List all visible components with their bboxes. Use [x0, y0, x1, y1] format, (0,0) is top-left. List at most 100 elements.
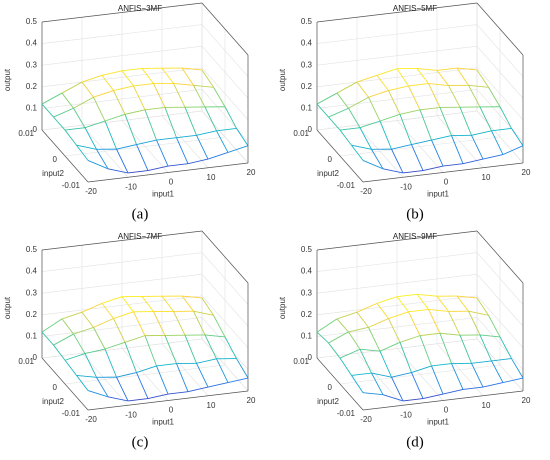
surface-mesh — [440, 333, 460, 335]
y-axis-label: input2 — [317, 397, 339, 406]
surface-mesh — [437, 68, 457, 70]
surface-mesh — [377, 69, 397, 76]
z-tick-label: 0.2 — [26, 82, 38, 91]
surface-mesh — [117, 149, 129, 173]
surface-mesh — [208, 152, 228, 159]
surface-mesh — [174, 311, 186, 335]
x-axis-label: input1 — [427, 418, 449, 427]
surface-mesh — [337, 312, 357, 319]
surface-mesh — [417, 68, 429, 83]
surface-mesh — [62, 319, 74, 334]
surface-mesh — [74, 108, 86, 127]
surface-mesh — [469, 311, 481, 335]
surface-mesh — [460, 335, 472, 363]
surface-mesh — [429, 309, 441, 333]
surface-mesh — [489, 315, 501, 337]
surface-mesh — [214, 315, 226, 337]
surface-mesh — [503, 146, 523, 155]
surface-mesh — [142, 68, 154, 83]
surface-mesh — [352, 375, 364, 392]
surface-mesh — [443, 164, 463, 166]
surface-mesh — [449, 311, 461, 335]
x-tick-label: 0 — [444, 406, 449, 415]
surface-mesh — [423, 394, 443, 399]
z-tick-label: 0.3 — [26, 288, 38, 297]
surface-mesh — [85, 349, 105, 354]
surface-mesh — [349, 332, 361, 349]
surface-mesh — [102, 75, 114, 90]
surface-mesh — [472, 135, 484, 159]
surface-mesh — [137, 373, 149, 399]
surface-mesh — [449, 86, 461, 108]
surface-mesh — [363, 393, 383, 395]
surface-mesh — [409, 84, 429, 86]
surface-mesh — [492, 361, 504, 383]
surface-mesh — [397, 294, 417, 296]
surface-mesh — [317, 93, 337, 104]
surface-mesh — [134, 312, 146, 336]
surface-mesh — [42, 332, 54, 345]
y-tick-label: 0.01 — [293, 129, 309, 138]
surface-mesh — [423, 166, 443, 171]
surface-mesh — [480, 107, 492, 131]
surface-mesh — [188, 387, 208, 392]
surface-mesh — [412, 373, 424, 399]
surface-mesh — [403, 171, 423, 173]
surface-mesh — [452, 136, 464, 164]
surface-mesh — [389, 86, 409, 91]
x-tick-label: 20 — [247, 168, 256, 177]
z-axis-label: output — [3, 68, 12, 91]
surface-mesh — [512, 359, 524, 378]
surface-mesh — [82, 82, 94, 97]
z-tick-label: 0.3 — [26, 60, 38, 69]
surface-mesh — [377, 297, 397, 304]
surface-mesh — [443, 389, 463, 394]
x-tick-label: -20 — [85, 187, 97, 196]
y-axis-label: input2 — [42, 169, 64, 178]
surface-mesh — [317, 319, 337, 332]
surface-mesh — [65, 354, 85, 361]
z-tick-label: 0.2 — [301, 82, 313, 91]
surface-mesh — [237, 359, 249, 378]
surface-mesh — [108, 169, 128, 173]
surface-mesh — [125, 336, 145, 343]
surface-mesh — [357, 82, 369, 97]
grid-line — [363, 283, 523, 410]
surface-mesh — [463, 387, 483, 389]
surface-mesh — [77, 375, 97, 377]
surface-mesh — [74, 334, 86, 353]
x-axis-label: input1 — [152, 190, 174, 199]
z-tick-label: 0.4 — [301, 267, 313, 276]
surface-mesh — [42, 104, 54, 117]
z-axis-label: output — [278, 296, 287, 319]
surface-mesh — [457, 296, 469, 311]
x-tick-label: -10 — [125, 410, 137, 419]
surface-mesh — [463, 159, 483, 164]
y-tick-label: -0.01 — [62, 409, 81, 418]
surface-mesh — [369, 97, 381, 121]
y-tick-label: 0 — [328, 155, 333, 164]
surface-mesh — [122, 68, 142, 70]
surface-mesh — [42, 93, 62, 104]
surface-mesh — [125, 110, 145, 115]
surface-mesh — [54, 108, 74, 117]
chart-title: ANFIS−9MF — [393, 232, 437, 241]
surface-mesh — [380, 351, 392, 377]
surface-mesh — [389, 91, 401, 115]
surface-mesh — [205, 107, 217, 131]
surface-mesh — [429, 84, 441, 108]
surface-mesh — [188, 159, 208, 164]
surface-mesh — [117, 377, 129, 401]
surface-mesh — [65, 360, 77, 375]
surface-mesh — [157, 138, 177, 140]
z-tick-label: 0.5 — [26, 17, 38, 26]
grid-line — [340, 29, 500, 156]
surface-mesh — [208, 383, 228, 388]
surface-mesh — [380, 121, 392, 149]
surface-mesh — [185, 107, 197, 135]
surface-mesh — [480, 335, 492, 361]
surface-mesh — [237, 128, 249, 145]
surface-mesh — [137, 140, 157, 145]
surface-mesh — [357, 312, 369, 327]
z-tick-label: 0.1 — [26, 104, 38, 113]
